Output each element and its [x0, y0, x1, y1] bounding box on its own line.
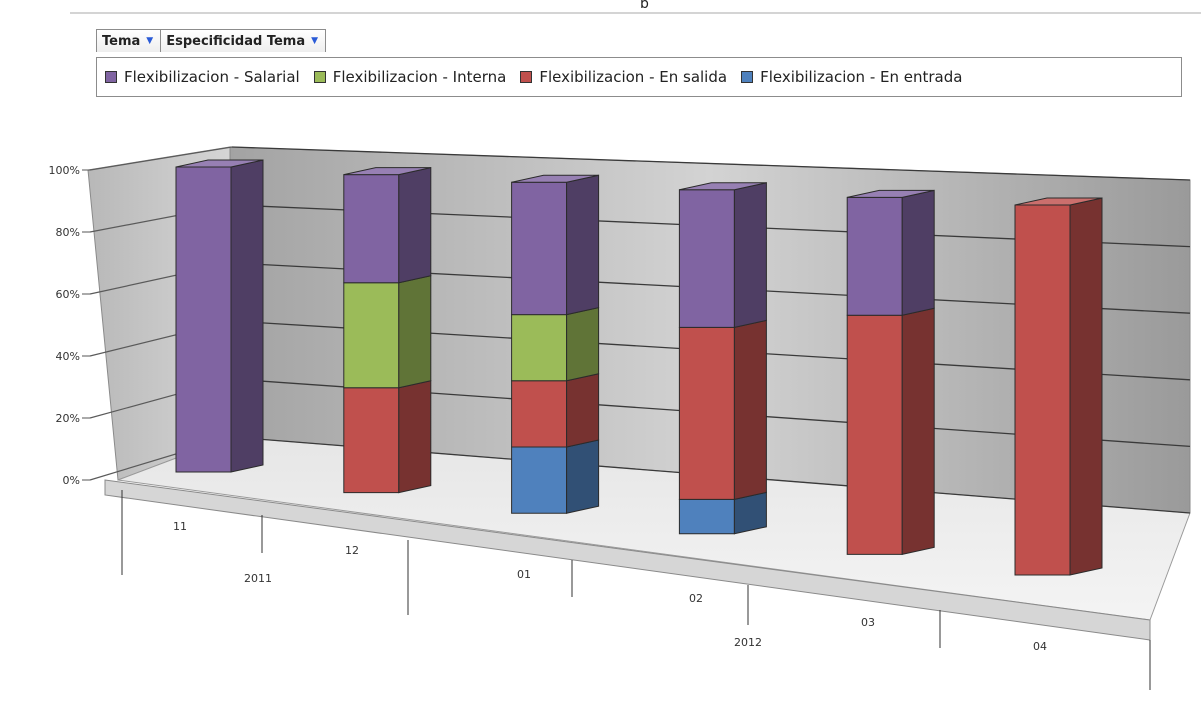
bar-segment-top	[679, 182, 767, 191]
x-tick-label: 04	[1033, 640, 1047, 653]
legend-label: Flexibilizacion - Interna	[332, 68, 507, 86]
legend-swatch	[520, 71, 533, 83]
x-tick-label: 03	[861, 616, 875, 629]
bar-segment-side	[566, 174, 600, 316]
bar-segment	[511, 181, 568, 316]
x-group-label: 2011	[244, 572, 272, 585]
bar-segment-top	[511, 174, 599, 183]
top-divider	[70, 12, 1201, 14]
y-tick-label: 80%	[56, 226, 80, 239]
bar-segment	[343, 282, 400, 389]
x-tick-label: 11	[173, 520, 187, 533]
x-tick-label: 12	[345, 544, 359, 557]
bar-segment-top	[847, 189, 935, 198]
legend-swatch	[741, 71, 754, 83]
filter-tema-button[interactable]: Tema ▼	[97, 30, 162, 52]
filter-tema-label: Tema	[102, 33, 141, 49]
bar-segment-side	[901, 189, 935, 316]
legend-label: Flexibilizacion - En entrada	[760, 68, 963, 86]
legend-swatch	[313, 71, 326, 83]
cut-title-text: p	[640, 0, 649, 8]
filter-especificidad-tema-button[interactable]: Especificidad Tema ▼	[161, 30, 326, 52]
bar-segment-side	[230, 159, 264, 473]
legend-label: Flexibilizacion - Salarial	[124, 68, 300, 86]
bar-segment-side	[398, 275, 432, 389]
gridline-side	[89, 146, 233, 171]
bar-segment-side	[733, 319, 767, 501]
bar-segment	[343, 174, 400, 284]
legend-item-salarial[interactable]: Flexibilizacion - Salarial	[105, 68, 300, 86]
bar-segment	[678, 326, 735, 500]
bar-segment	[1014, 204, 1071, 576]
bar-segment-side	[398, 166, 432, 284]
bar-segment-side	[1069, 197, 1103, 576]
bar-segment	[678, 498, 735, 535]
bar-segment	[846, 196, 903, 316]
bar-segment-side	[901, 307, 935, 556]
filter-bar: Tema ▼ Especificidad Tema ▼	[96, 29, 327, 52]
x-tick-label: 02	[689, 592, 703, 605]
bar-segment-side	[566, 306, 600, 382]
chart-legend: Flexibilizacion - Salarial Flexibilizaci…	[96, 57, 1182, 97]
bar-segment-top	[175, 159, 264, 168]
bar-segment	[175, 166, 232, 473]
y-tick-label: 20%	[56, 412, 80, 425]
legend-item-en-entrada[interactable]: Flexibilizacion - En entrada	[741, 68, 962, 86]
bar-segment-side	[733, 182, 767, 329]
bar-segment	[343, 387, 400, 494]
bar-segment-side	[566, 373, 600, 448]
x-tick-label: 01	[517, 568, 531, 581]
dropdown-caret-icon: ▼	[311, 36, 319, 46]
bar-segment-side	[566, 439, 600, 514]
bar-segment-top	[343, 167, 431, 176]
y-tick-label: 60%	[56, 288, 80, 301]
bar-segment	[846, 314, 903, 555]
bar-segment	[511, 314, 568, 382]
legend-item-en-salida[interactable]: Flexibilizacion - En salida	[520, 68, 727, 86]
legend-item-interna[interactable]: Flexibilizacion - Interna	[313, 68, 507, 86]
legend-label: Flexibilizacion - En salida	[539, 68, 728, 86]
bar-segment	[511, 380, 568, 448]
legend-swatch	[105, 71, 117, 83]
bar-segment	[511, 446, 568, 514]
y-tick-label: 0%	[63, 474, 80, 487]
y-tick-label: 100%	[49, 164, 80, 177]
gridline	[231, 146, 1191, 181]
bar-segment-top	[1014, 197, 1103, 206]
y-tick-label: 40%	[56, 350, 80, 363]
bar-segment-side	[398, 380, 432, 494]
filter-especificidad-tema-label: Especificidad Tema	[166, 33, 306, 49]
x-group-label: 2012	[734, 636, 762, 649]
bar-segment	[678, 189, 735, 328]
dropdown-caret-icon: ▼	[146, 36, 154, 46]
